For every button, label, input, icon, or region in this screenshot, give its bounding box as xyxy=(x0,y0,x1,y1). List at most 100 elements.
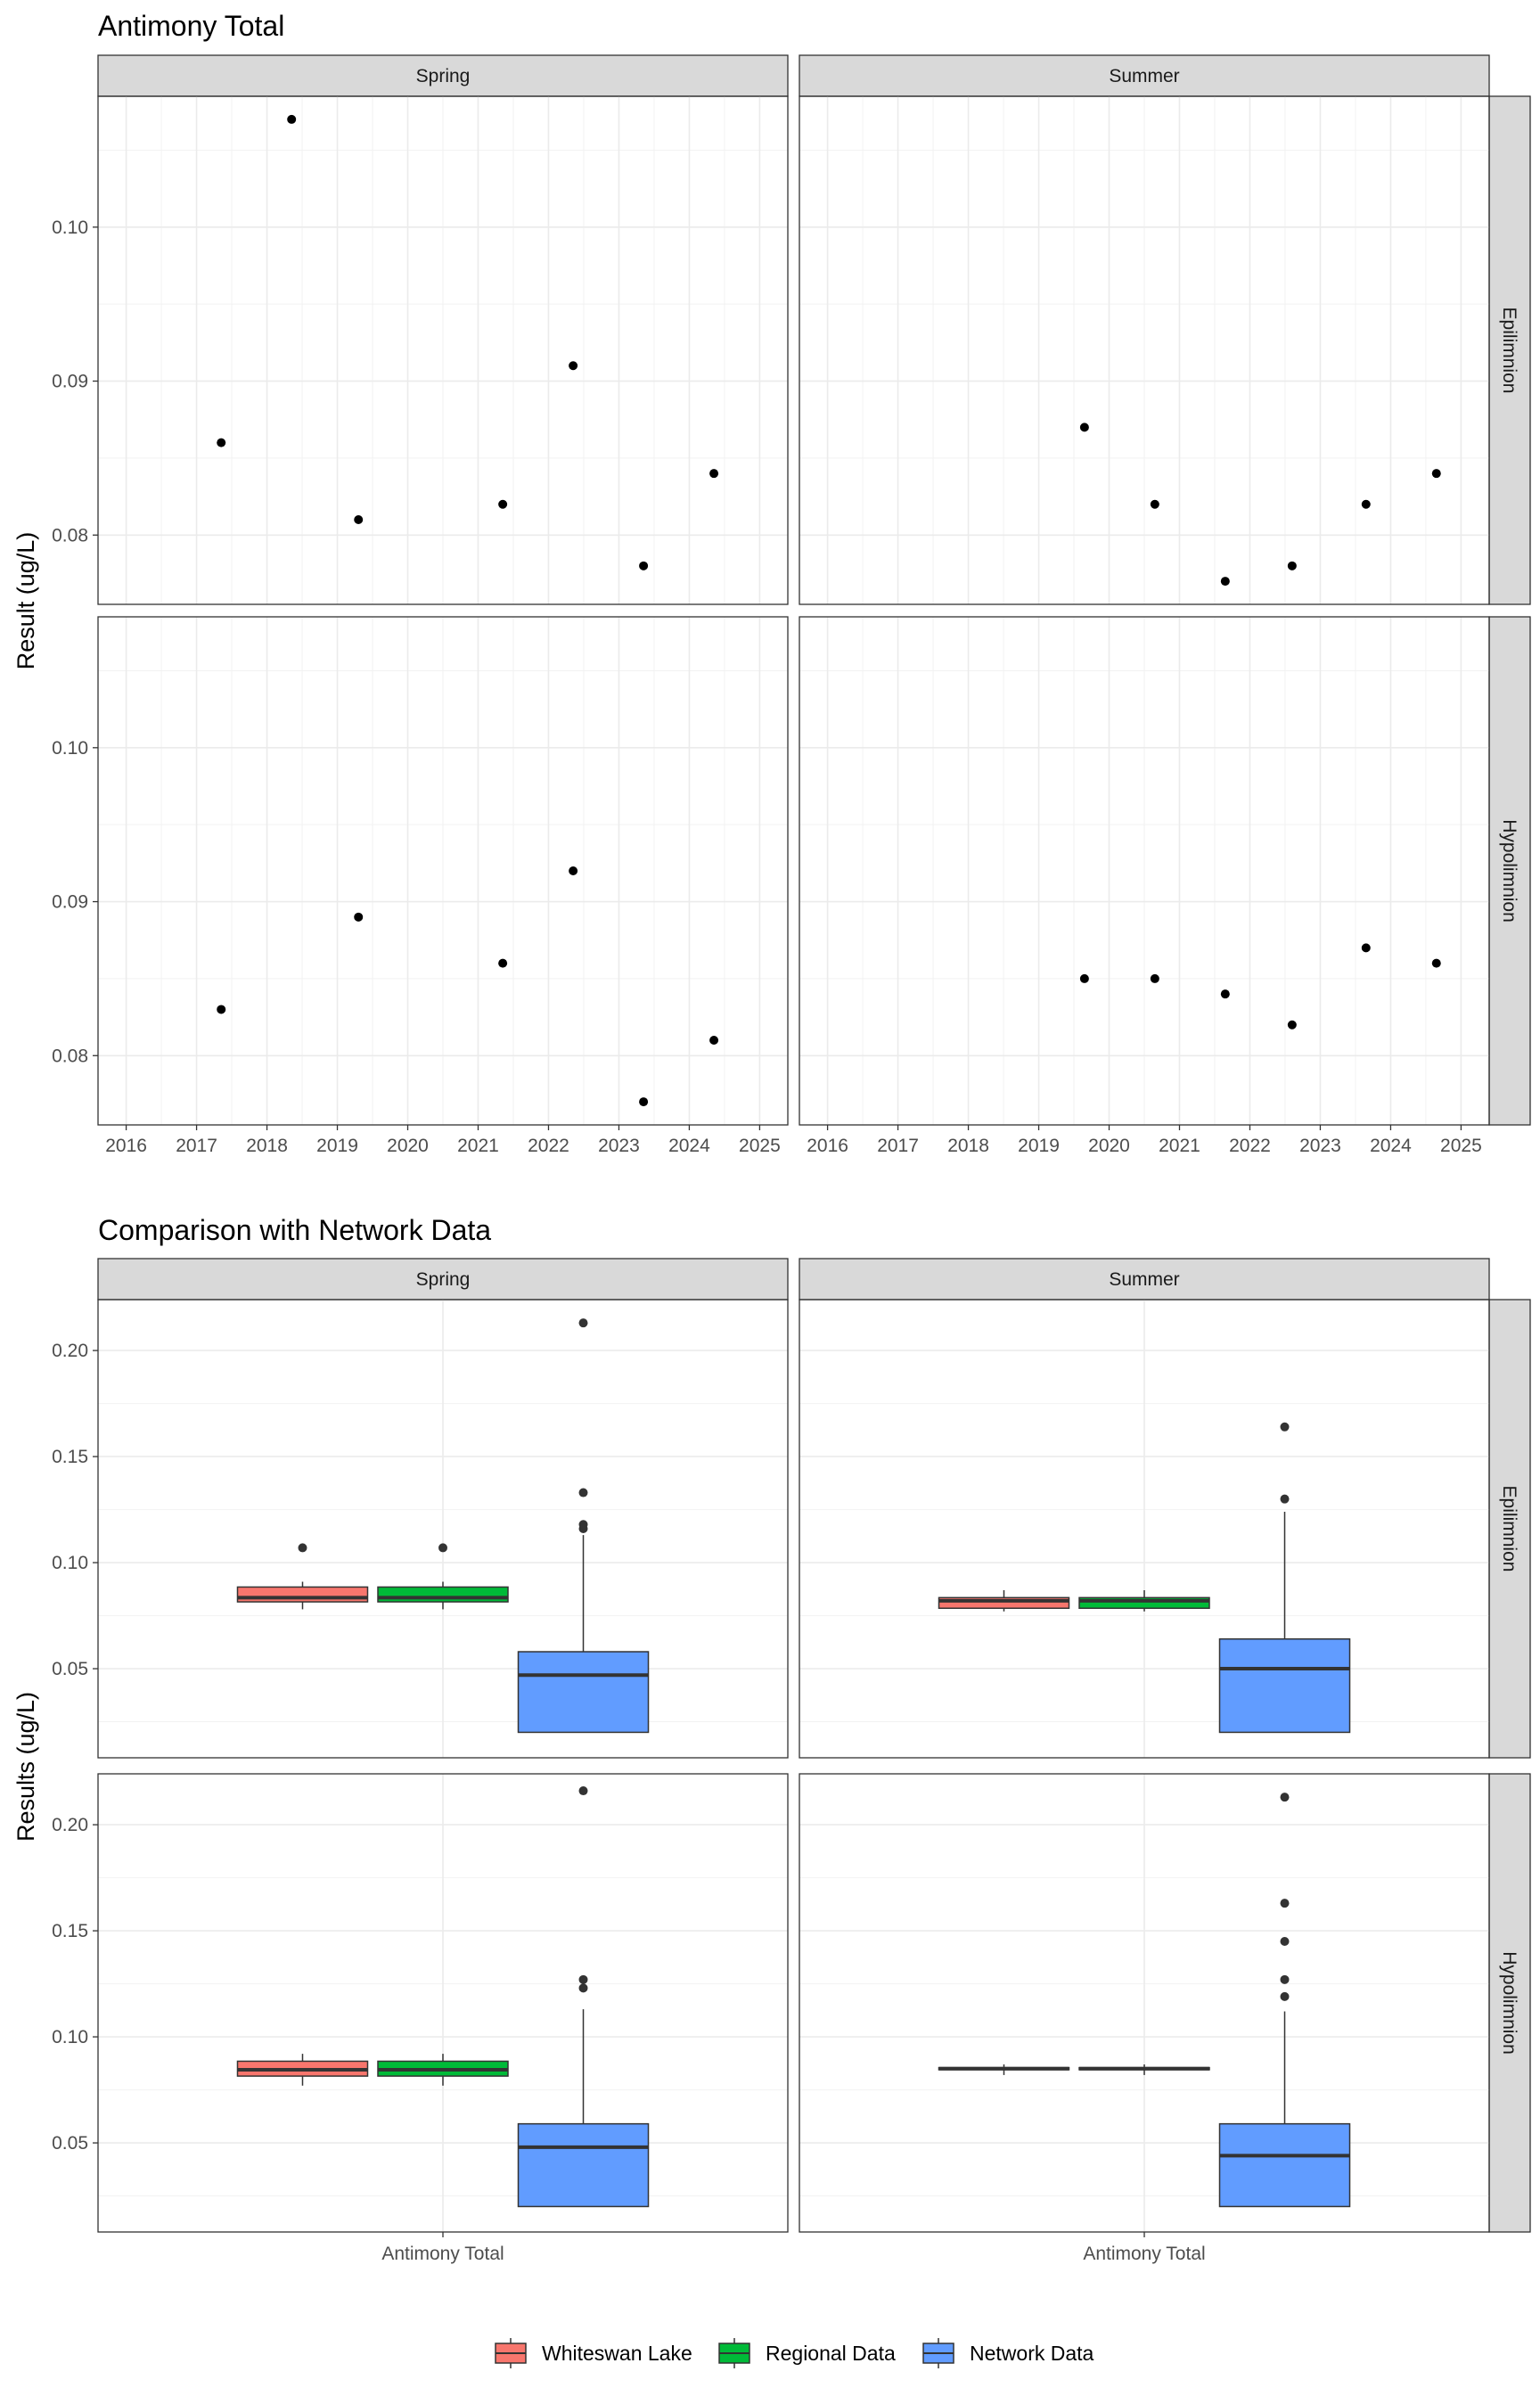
y-tick-label: 0.05 xyxy=(52,2133,88,2154)
x-tick-label: 2016 xyxy=(807,1136,848,1156)
chart1-y-axis-label: Result (ug/L) xyxy=(12,532,39,670)
x-tick-label: 2021 xyxy=(1159,1136,1200,1156)
box-network-data xyxy=(1218,1422,1351,1734)
chart1-title: Antimony Total xyxy=(98,10,284,42)
box-network-data xyxy=(517,1786,650,2208)
data-point xyxy=(1150,973,1159,983)
legend: Whiteswan Lake Regional Data Network Data xyxy=(495,2338,1094,2368)
strip-summer xyxy=(799,54,1490,97)
panel-summer-hypolimnion xyxy=(799,616,1490,1126)
box-body xyxy=(517,1651,650,1734)
legend-item-network-data: Network Data xyxy=(922,2338,1094,2368)
strip-summer xyxy=(799,1258,1490,1301)
legend-label: Whiteswan Lake xyxy=(542,2342,692,2365)
x-tick-label: 2022 xyxy=(528,1136,569,1156)
outlier-point xyxy=(578,1974,588,1984)
box-body xyxy=(517,2122,650,2208)
outlier-point xyxy=(578,1488,588,1498)
y-tick-label: 0.09 xyxy=(52,892,88,913)
x-tick-label: 2017 xyxy=(176,1136,217,1156)
data-point xyxy=(1079,423,1089,432)
data-point xyxy=(569,361,578,371)
data-point xyxy=(1079,973,1089,983)
x-tick-label: 2019 xyxy=(1018,1136,1060,1156)
x-tick-label: 2023 xyxy=(598,1136,640,1156)
legend-label: Regional Data xyxy=(766,2342,896,2365)
data-point xyxy=(1361,499,1371,509)
strip-spring xyxy=(97,1258,789,1301)
x-tick-label: 2021 xyxy=(457,1136,499,1156)
y-tick-label: 0.10 xyxy=(52,1553,88,1573)
panel-border xyxy=(97,95,789,605)
data-point xyxy=(1431,958,1441,968)
data-point xyxy=(1431,469,1441,479)
outlier-point xyxy=(1280,1899,1290,1908)
x-tick-label: 2020 xyxy=(387,1136,429,1156)
strip-label-spring: Spring xyxy=(416,1269,471,1290)
strip-label-spring: Spring xyxy=(416,66,471,86)
strip-hypolimnion xyxy=(1488,1773,1531,2233)
data-point xyxy=(569,866,578,875)
data-point xyxy=(217,1005,226,1014)
strip-spring xyxy=(97,54,789,97)
data-point xyxy=(354,912,364,922)
box-body xyxy=(938,1596,1070,1609)
x-tick-label: 2018 xyxy=(246,1136,288,1156)
data-point xyxy=(1287,1020,1297,1030)
y-tick-label: 0.10 xyxy=(52,2027,88,2047)
panel-spring-hypolimnion xyxy=(97,616,789,1126)
x-tick-label: 2023 xyxy=(1299,1136,1341,1156)
outlier-point xyxy=(1280,1793,1290,1802)
strip-label-hypolimnion: Hypolimnion xyxy=(1499,819,1520,923)
y-tick-label: 0.15 xyxy=(52,1921,88,1941)
x-tick-label: Antimony Total xyxy=(381,2244,504,2264)
box-body xyxy=(377,1586,509,1603)
data-point xyxy=(1150,499,1159,509)
x-tick-label: Antimony Total xyxy=(1083,2244,1205,2264)
chart2-plot-area: Spring Summer Epilimnion Hypolimnion 0.05 0.1… xyxy=(52,1258,1531,2264)
panel-border xyxy=(799,616,1490,1126)
panel-border xyxy=(799,1299,1490,1759)
strip-label-summer: Summer xyxy=(1109,1269,1179,1290)
data-point xyxy=(1220,577,1230,587)
x-tick-label: 2018 xyxy=(947,1136,989,1156)
data-point xyxy=(1361,943,1371,953)
strip-label-epilimnion: Epilimnion xyxy=(1499,308,1520,394)
outlier-point xyxy=(578,1786,588,1796)
chart1-plot-area: Spring Summer Epilimnion Hypolimnion 0.08 0.0… xyxy=(52,54,1531,1156)
x-tick-label: 2019 xyxy=(316,1136,358,1156)
outlier-point xyxy=(578,1318,588,1328)
box-whiteswan-lake xyxy=(236,1543,369,1610)
data-point xyxy=(709,1036,719,1045)
box-regional-data xyxy=(377,1543,509,1610)
x-tick-label: 2020 xyxy=(1088,1136,1130,1156)
strip-label-epilimnion: Epilimnion xyxy=(1499,1486,1520,1572)
strip-epilimnion xyxy=(1488,1299,1531,1759)
panel-border xyxy=(97,616,789,1126)
box-whiteswan-lake xyxy=(938,2064,1070,2075)
outlier-point xyxy=(578,1983,588,1993)
panel-spring-epilimnion xyxy=(97,95,789,605)
outlier-point xyxy=(1280,1936,1290,1946)
y-tick-label: 0.08 xyxy=(52,525,88,546)
legend-label: Network Data xyxy=(970,2342,1094,2365)
data-point xyxy=(1220,989,1230,999)
panel-border xyxy=(97,1299,789,1759)
x-tick-label: 2022 xyxy=(1229,1136,1271,1156)
data-point xyxy=(639,561,649,570)
data-point xyxy=(1287,561,1297,570)
legend-item-whiteswan-lake: Whiteswan Lake xyxy=(495,2338,692,2368)
box-regional-data xyxy=(377,2054,509,2086)
x-tick-label: 2016 xyxy=(105,1136,147,1156)
box-whiteswan-lake xyxy=(236,2054,369,2086)
box-body xyxy=(1078,1596,1210,1609)
box-network-data xyxy=(1218,1793,1351,2208)
strip-label-summer: Summer xyxy=(1109,66,1179,86)
panel-spring-epilimnion xyxy=(97,1299,789,1759)
box-body xyxy=(236,1586,369,1603)
y-tick-label: 0.20 xyxy=(52,1815,88,1835)
x-tick-label: 2017 xyxy=(877,1136,919,1156)
legend-item-regional-data: Regional Data xyxy=(718,2338,896,2368)
outlier-point xyxy=(1280,1494,1290,1504)
y-tick-label: 0.10 xyxy=(52,217,88,238)
